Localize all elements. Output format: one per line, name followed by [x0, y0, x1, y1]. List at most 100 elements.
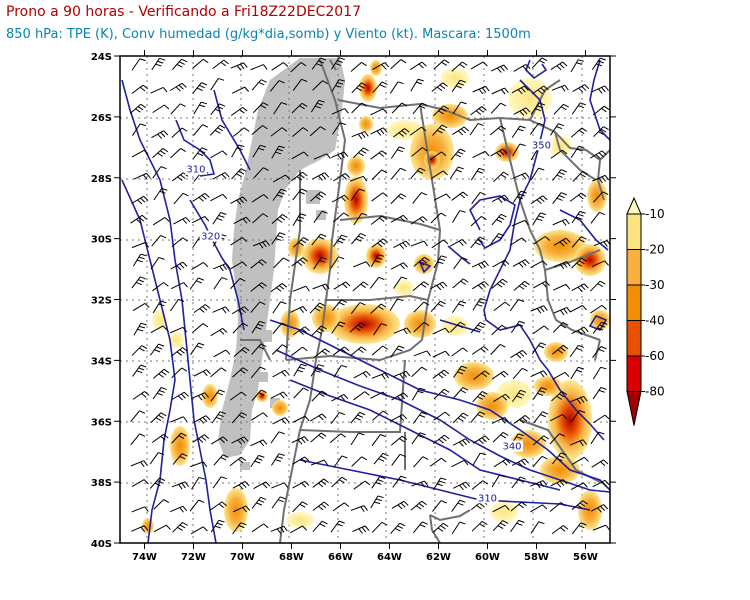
wind-barb [209, 124, 226, 136]
wind-barb [353, 212, 368, 226]
wind-barb [191, 392, 209, 401]
wind-barb [153, 368, 170, 379]
wind-barb [372, 81, 388, 93]
wind-barb [311, 325, 327, 337]
wind-barb [530, 504, 548, 513]
wind-barb [491, 87, 509, 95]
wind-barb [533, 236, 551, 245]
wind-barb [210, 103, 226, 115]
wind-barb [410, 240, 428, 247]
wind-barb [333, 281, 351, 290]
wind-barb [493, 301, 511, 312]
wind-barb [149, 343, 165, 356]
wind-barb [370, 150, 387, 160]
wind-barb [551, 391, 568, 402]
wind-barb [292, 285, 310, 292]
wind-barb [213, 349, 231, 358]
wind-barb [513, 280, 530, 291]
wind-barb [389, 298, 404, 312]
wind-barb [592, 321, 608, 334]
wind-barb [270, 391, 288, 399]
wind-barb [212, 476, 228, 489]
wind-barb [530, 167, 545, 181]
wind-barb [533, 387, 548, 400]
wind-barb [571, 283, 589, 292]
wind-barb [570, 127, 588, 138]
contour-label-bg [199, 230, 222, 242]
wind-barb [549, 502, 566, 512]
wind-barb [430, 281, 448, 291]
wind-barb [452, 210, 466, 223]
wind-barb [413, 456, 429, 468]
wind-barb [189, 499, 205, 512]
wind-barb [350, 188, 365, 201]
wind-barb [210, 327, 228, 337]
wind-barb [530, 521, 545, 534]
wind-barb [250, 412, 268, 421]
wind-barb [353, 147, 369, 159]
wind-barb [293, 237, 309, 248]
wind-barb [591, 260, 609, 267]
wind-barb [530, 195, 548, 205]
wind-barb [552, 452, 567, 465]
wind-barb [452, 412, 469, 424]
wind-barb [410, 500, 427, 511]
wind-barb [230, 237, 248, 246]
wind-barb [532, 455, 548, 468]
colorbar-segment [626, 284, 642, 321]
wind-barb [151, 433, 169, 443]
wind-barb [390, 435, 408, 446]
wind-barb [150, 256, 165, 270]
wind-barb [290, 306, 308, 313]
wind-barb [131, 195, 149, 205]
lat-tick-label: 28S [91, 174, 112, 185]
wind-barb [592, 105, 610, 116]
wind-barb [251, 79, 267, 91]
lon-tick-label: 58W [524, 552, 549, 563]
wind-barb [231, 412, 247, 424]
wind-barb [552, 169, 567, 181]
wind-barb [370, 127, 388, 136]
wind-barb [391, 167, 407, 180]
wind-barb [291, 257, 308, 267]
wind-barb [571, 522, 587, 535]
wind-barb [193, 415, 211, 424]
wind-barb [511, 219, 529, 227]
wind-barb [473, 370, 490, 380]
wind-barb [371, 476, 386, 489]
wind-barb [331, 108, 349, 115]
wind-barb [293, 363, 307, 377]
wind-barb [171, 347, 188, 357]
wind-barb [471, 191, 486, 204]
wind-barb [549, 433, 565, 445]
wind-barb [432, 500, 447, 512]
wind-barb [270, 283, 288, 293]
wind-barb [271, 496, 286, 509]
wind-barb [170, 416, 188, 423]
wind-barb [312, 478, 329, 488]
lon-tick-label: 68W [279, 552, 304, 563]
wind-barb [290, 62, 307, 73]
wind-barb [292, 78, 308, 91]
wind-barb [589, 150, 607, 160]
wind-barb [232, 505, 251, 513]
wind-barb [353, 370, 371, 379]
wind-barb [591, 57, 606, 71]
wind-barb [511, 458, 529, 467]
wind-barb [489, 233, 505, 246]
wind-barb [313, 256, 328, 270]
wind-barb [413, 301, 430, 313]
wind-barb [271, 214, 288, 225]
wind-barb [591, 85, 609, 94]
wind-barb [351, 131, 369, 140]
wind-barb [251, 125, 268, 136]
wind-barb [370, 254, 385, 268]
wind-barb [470, 236, 486, 249]
wind-barb [493, 393, 511, 402]
wind-barb [170, 298, 185, 312]
wind-barb [570, 145, 585, 159]
wind-barb [350, 411, 366, 424]
wind-barb [272, 188, 287, 201]
wind-barb [451, 521, 466, 535]
wind-barb [371, 372, 389, 380]
